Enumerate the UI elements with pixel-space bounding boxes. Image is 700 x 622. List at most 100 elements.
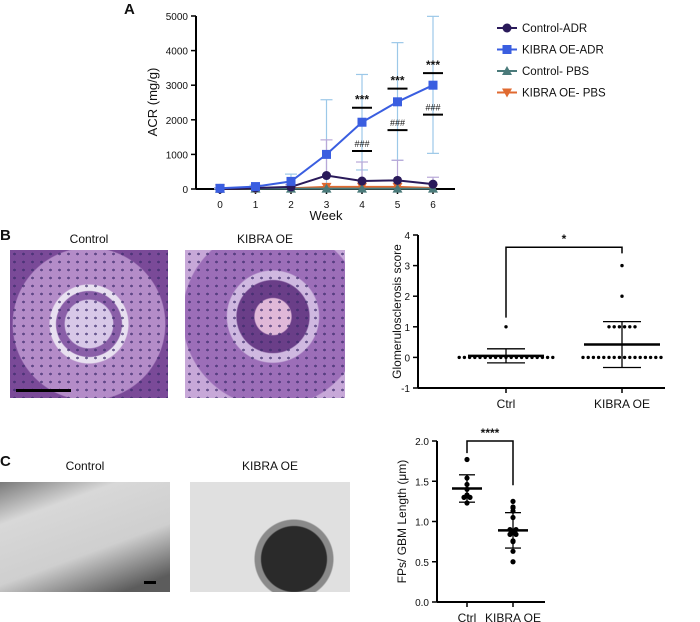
y-tick-label: 0.5 [415, 558, 429, 569]
x-tick-label: 5 [395, 200, 401, 211]
data-point [633, 355, 637, 360]
y-tick-label: 5000 [166, 12, 189, 23]
panel-label-b: B [0, 227, 11, 244]
data-point [648, 355, 653, 360]
data-point [612, 355, 616, 360]
y-tick-label: 1.5 [415, 477, 429, 488]
control-pas-micrograph [10, 250, 168, 398]
kibra-pas-micrograph [185, 250, 345, 398]
significance-stars: *** [390, 74, 404, 88]
y-tick-label: 2.0 [415, 437, 429, 448]
c-kibra-label: KIBRA OE [242, 459, 298, 473]
data-point [612, 325, 616, 329]
data-point [510, 498, 516, 504]
y-tick-label: 2000 [166, 116, 189, 127]
data-point [617, 325, 622, 329]
y-tick-label: 4000 [166, 47, 189, 58]
legend-label: Control-ADR [522, 23, 587, 35]
x-tick-label: 4 [359, 200, 365, 211]
x-tick-label: 6 [430, 200, 436, 211]
data-point [620, 263, 624, 268]
data-point [628, 325, 632, 329]
data-point [428, 179, 438, 189]
data-point [654, 355, 658, 360]
data-point [602, 355, 606, 360]
y-axis-label: ACR (mg/g) [145, 68, 160, 137]
y-tick-label: 0.0 [415, 598, 429, 609]
legend-label: Control- PBS [522, 66, 589, 78]
data-point [462, 355, 467, 360]
data-point [596, 355, 601, 360]
data-point [510, 559, 516, 565]
data-point [467, 494, 473, 500]
x-tick-label: 1 [253, 200, 259, 211]
legend-marker [502, 88, 512, 98]
data-point [286, 176, 296, 186]
data-point [251, 182, 260, 192]
b-control-label: Control [70, 232, 109, 246]
data-point [617, 355, 622, 360]
data-point [638, 355, 642, 360]
x-axis-label: Week [310, 208, 343, 223]
legend-marker [502, 66, 512, 75]
y-tick-label: 1000 [166, 150, 189, 161]
data-point [633, 325, 637, 329]
legend-label: KIBRA OE- PBS [522, 88, 606, 100]
x-tick-label: KIBRA OE [594, 397, 650, 411]
y-axis-label: Glomerulosclerosis score [390, 244, 404, 379]
fp-gbm-chart: 0.0 0.5 1.0 1.5 2.0 FPs/ GBM Length (μm) Ctrl K… [395, 426, 545, 622]
data-point [551, 355, 555, 360]
data-point [215, 183, 225, 193]
kibra-em-micrograph [190, 482, 350, 592]
data-point [622, 325, 627, 329]
data-point [322, 171, 331, 181]
y-tick-label: -1 [401, 384, 410, 395]
y-axis-label: FPs/ GBM Length (μm) [395, 460, 409, 584]
y-tick-label: 0 [182, 185, 188, 196]
data-point [659, 355, 663, 360]
data-point [393, 175, 402, 185]
data-point [428, 80, 438, 90]
data-point [628, 355, 632, 360]
x-tick-label: 3 [324, 200, 330, 211]
significance-stars: *** [426, 58, 440, 72]
significance-stars: *** [355, 93, 369, 107]
data-point [504, 325, 508, 329]
data-point [586, 355, 590, 360]
data-point [607, 355, 611, 360]
x-tick-label: 0 [217, 200, 223, 211]
b-kibra-label: KIBRA OE [237, 232, 293, 246]
x-tick-label: 2 [288, 200, 294, 211]
data-point [457, 355, 461, 360]
data-point [591, 355, 596, 360]
significance-stars: * [562, 232, 567, 246]
data-point [464, 456, 470, 463]
data-point [357, 183, 367, 193]
y-tick-label: 4 [404, 231, 410, 242]
scale-bar [144, 581, 156, 584]
x-tick-label: Ctrl [497, 397, 516, 411]
data-point [510, 548, 516, 554]
data-point [321, 183, 332, 193]
data-point [392, 183, 403, 193]
data-point [507, 531, 513, 537]
data-point [513, 531, 519, 537]
data-point [357, 176, 367, 186]
data-point [581, 355, 585, 360]
significance-bracket [466, 440, 514, 486]
data-point [545, 355, 550, 360]
data-point [643, 355, 648, 360]
data-point [322, 149, 331, 159]
significance-hash: ### [354, 139, 369, 149]
y-tick-label: 2 [404, 292, 410, 303]
significance-hash: ### [390, 118, 405, 128]
legend-label: KIBRA OE-ADR [522, 45, 604, 57]
significance-hash: ### [425, 103, 440, 113]
y-tick-label: 1.0 [415, 518, 429, 529]
legend-marker [502, 23, 512, 33]
significance-stars: **** [481, 426, 500, 440]
significance-bracket [505, 246, 623, 318]
